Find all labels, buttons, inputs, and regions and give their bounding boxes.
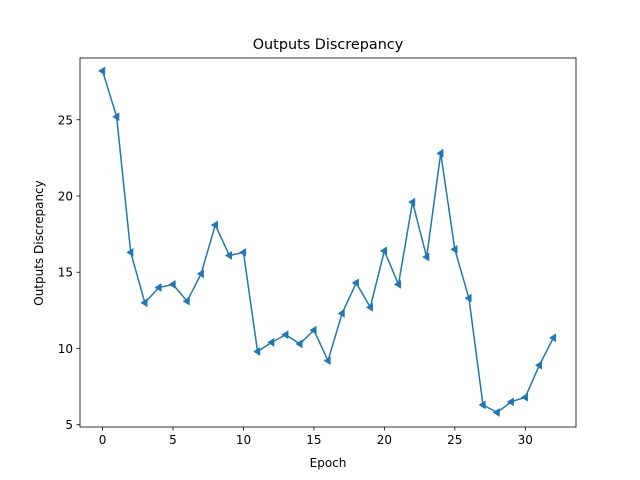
y-tick-label: 20 [58, 189, 73, 203]
x-tick-label: 15 [306, 433, 321, 447]
data-point-marker [393, 279, 402, 289]
data-point-marker [520, 392, 528, 402]
data-point-marker [295, 339, 303, 349]
data-point-marker [337, 308, 345, 318]
y-tick-label: 5 [65, 418, 73, 432]
x-tick-label: 25 [447, 433, 462, 447]
data-point-marker [464, 293, 472, 303]
y-tick-label: 25 [58, 113, 73, 127]
x-tick-label: 30 [518, 433, 533, 447]
data-point-marker [492, 408, 500, 417]
axis-ticks: 0 5 10 15 20 25 30 5 10 15 20 25 [58, 113, 533, 447]
plot-area [98, 66, 557, 417]
data-point-marker [224, 251, 233, 260]
data-point-marker [168, 279, 176, 289]
plot-frame [79, 57, 577, 428]
data-point-marker [365, 302, 373, 312]
x-tick-label: 5 [169, 433, 177, 447]
data-point-marker [238, 247, 247, 257]
data-point-marker [210, 220, 218, 230]
data-point-marker [140, 298, 148, 308]
data-point-marker [422, 252, 430, 262]
x-tick-label: 20 [377, 433, 392, 447]
data-point-marker [182, 296, 190, 306]
data-point-marker [506, 397, 514, 407]
data-point-marker [309, 325, 317, 335]
x-tick-label: 0 [99, 433, 107, 447]
data-point-marker [112, 112, 120, 122]
data-point-marker [351, 278, 359, 288]
data-point-marker [548, 333, 557, 343]
data-point-marker [450, 244, 458, 254]
x-tick-label: 10 [236, 433, 251, 447]
data-point-marker [281, 330, 289, 340]
data-point-marker [154, 283, 162, 292]
data-point-marker [267, 337, 275, 347]
data-point-marker [196, 269, 204, 279]
data-point-marker [379, 246, 388, 256]
data-point-marker [323, 356, 331, 366]
data-point-marker [98, 66, 106, 76]
data-point-marker [253, 347, 261, 356]
y-axis-label: Outputs Discrepancy [32, 180, 46, 306]
chart-title: Outputs Discrepancy [253, 37, 404, 53]
x-axis-label: Epoch [310, 456, 347, 470]
data-point-marker [408, 197, 416, 207]
data-point-marker [534, 360, 543, 370]
data-point-marker [478, 400, 486, 410]
data-point-marker [436, 148, 444, 158]
y-tick-label: 10 [58, 342, 73, 356]
data-point-marker [126, 247, 134, 257]
y-tick-label: 15 [58, 266, 73, 280]
